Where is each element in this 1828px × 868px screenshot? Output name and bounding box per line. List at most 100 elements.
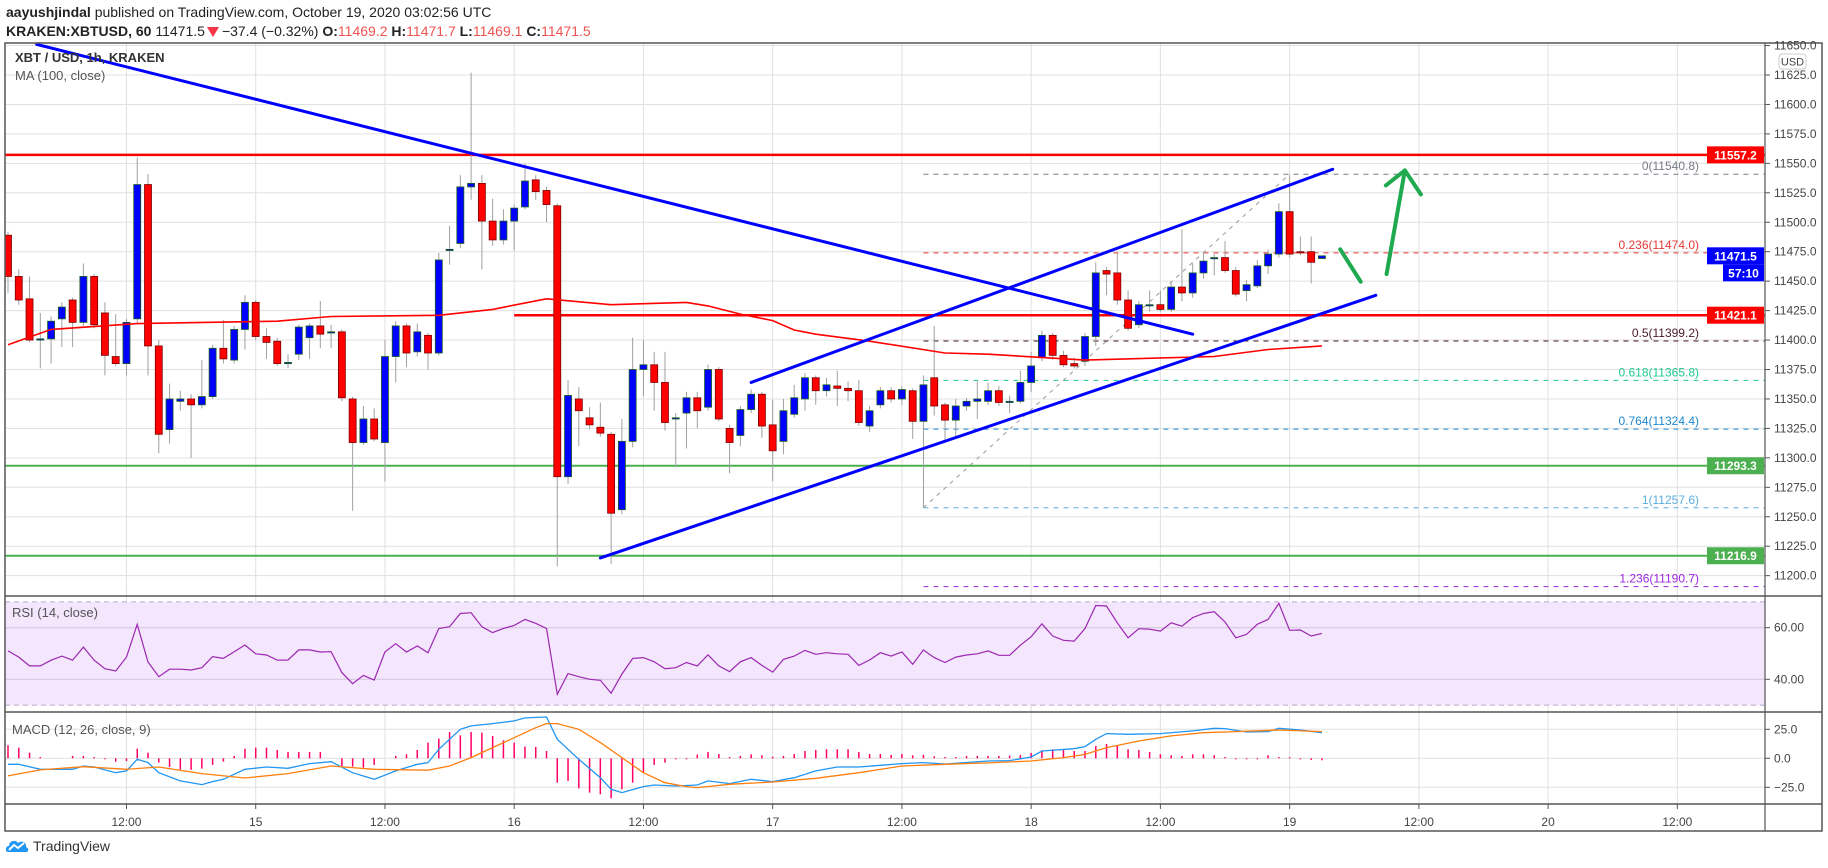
candle[interactable] <box>553 203 562 567</box>
candle[interactable] <box>1242 279 1251 302</box>
candle[interactable] <box>208 344 217 399</box>
candle[interactable] <box>488 198 497 246</box>
candle[interactable] <box>1307 236 1316 284</box>
candle[interactable] <box>499 209 508 245</box>
candle[interactable] <box>1318 255 1326 259</box>
candle[interactable] <box>790 384 799 418</box>
candle[interactable] <box>725 424 734 474</box>
candle[interactable] <box>1156 290 1165 312</box>
candle[interactable] <box>779 398 788 455</box>
candle[interactable] <box>445 225 454 265</box>
footer-brand[interactable]: TradingView <box>5 837 110 855</box>
rsi-line[interactable] <box>7 602 1323 697</box>
candle[interactable] <box>68 297 77 348</box>
candle[interactable] <box>1178 229 1186 302</box>
candle[interactable] <box>736 406 745 447</box>
candle[interactable] <box>542 186 551 223</box>
candle[interactable] <box>973 381 982 419</box>
candle[interactable] <box>930 325 939 416</box>
macd-pane[interactable] <box>7 716 1323 799</box>
candle[interactable] <box>844 381 852 402</box>
candle[interactable] <box>951 398 960 437</box>
price-axis[interactable]: 11200.0 11225.0 11250.0 11275.0 11300.0 11325… <box>1765 39 1817 795</box>
candle[interactable] <box>144 173 152 376</box>
candle[interactable] <box>176 390 185 411</box>
candle[interactable] <box>316 301 325 349</box>
candle[interactable] <box>424 332 432 370</box>
candle[interactable] <box>197 360 206 409</box>
candle[interactable] <box>661 351 669 431</box>
candle[interactable] <box>90 274 99 329</box>
candle[interactable] <box>101 302 109 376</box>
candle[interactable] <box>57 302 66 348</box>
candle[interactable] <box>467 72 476 200</box>
candle[interactable] <box>413 323 422 357</box>
candle[interactable] <box>962 397 971 411</box>
candle[interactable] <box>327 324 336 349</box>
candle[interactable] <box>564 380 572 484</box>
candle[interactable] <box>337 329 346 402</box>
candle[interactable] <box>521 163 529 210</box>
candle[interactable] <box>1231 267 1240 297</box>
candle[interactable] <box>574 387 583 447</box>
candle[interactable] <box>801 373 809 411</box>
candle[interactable] <box>187 394 195 458</box>
trendline[interactable] <box>749 167 1335 384</box>
candle[interactable] <box>477 175 486 270</box>
candle[interactable] <box>1264 249 1272 275</box>
candle[interactable] <box>402 323 411 368</box>
candle[interactable] <box>758 391 766 438</box>
candle[interactable] <box>585 407 594 430</box>
candle[interactable] <box>1081 332 1089 366</box>
candle[interactable] <box>1253 259 1262 289</box>
candle[interactable] <box>607 431 616 564</box>
forecast-up-arrow[interactable] <box>1384 168 1407 277</box>
candle[interactable] <box>650 351 659 411</box>
candle[interactable] <box>284 354 292 369</box>
currency-button[interactable]: USD <box>1778 53 1807 70</box>
candle[interactable] <box>1134 301 1143 329</box>
candle[interactable] <box>1221 241 1229 273</box>
candle[interactable] <box>381 340 389 482</box>
candle[interactable] <box>251 299 260 341</box>
candle[interactable] <box>1199 251 1208 279</box>
candle[interactable] <box>671 413 680 468</box>
candle[interactable] <box>456 175 465 249</box>
candle[interactable] <box>919 375 928 508</box>
candle[interactable] <box>154 340 163 454</box>
candle[interactable] <box>133 157 142 324</box>
candle[interactable] <box>348 396 357 511</box>
candle[interactable] <box>1210 254 1219 276</box>
candle[interactable] <box>898 385 906 405</box>
candle[interactable] <box>887 387 896 403</box>
candle[interactable] <box>908 388 917 440</box>
candle[interactable] <box>984 382 992 405</box>
candle[interactable] <box>79 263 88 326</box>
candle[interactable] <box>628 337 637 448</box>
author-name[interactable]: aayushjindal <box>6 4 91 20</box>
price-pane[interactable]: 0(11540.8) 0.236(11474.0) 0.5(11399.2) 0.61… <box>5 43 1766 588</box>
candle[interactable] <box>1285 175 1294 258</box>
candle[interactable] <box>854 380 863 427</box>
candle[interactable] <box>833 370 842 407</box>
candle[interactable] <box>704 364 712 411</box>
candle[interactable] <box>14 269 23 305</box>
candle[interactable] <box>531 175 540 200</box>
candle[interactable] <box>1005 395 1014 414</box>
candle[interactable] <box>122 318 131 376</box>
candle[interactable] <box>165 383 174 444</box>
macd-line[interactable] <box>8 716 1322 794</box>
candle[interactable] <box>693 391 702 429</box>
candle[interactable] <box>1027 351 1036 392</box>
candle[interactable] <box>747 389 756 414</box>
candle[interactable] <box>36 312 45 369</box>
forecast-dip-stroke[interactable] <box>1338 247 1363 284</box>
candle[interactable] <box>1167 282 1176 312</box>
candle[interactable] <box>1145 290 1154 312</box>
candle[interactable] <box>822 377 831 397</box>
fib-trend-line[interactable] <box>923 173 1290 509</box>
candle[interactable] <box>941 402 949 443</box>
trendline[interactable] <box>35 43 1195 336</box>
rsi-pane[interactable] <box>7 602 1323 697</box>
